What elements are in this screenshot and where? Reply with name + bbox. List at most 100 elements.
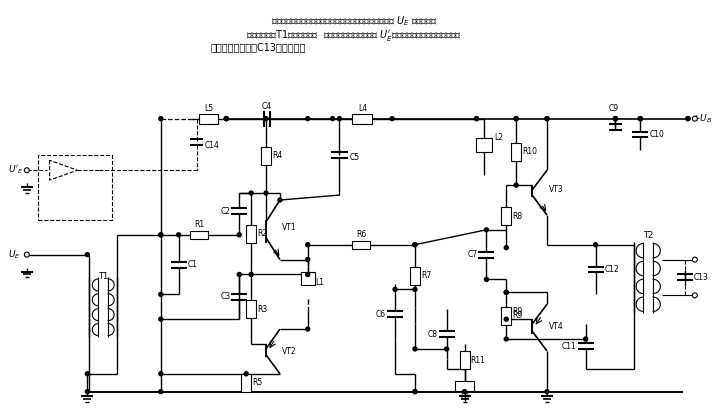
Circle shape bbox=[159, 317, 163, 321]
Text: R8: R8 bbox=[512, 212, 523, 221]
Circle shape bbox=[413, 390, 417, 394]
Circle shape bbox=[613, 117, 618, 121]
Bar bbox=[246, 225, 256, 243]
Circle shape bbox=[413, 243, 417, 247]
Circle shape bbox=[693, 293, 698, 298]
Circle shape bbox=[484, 277, 488, 282]
Text: C5: C5 bbox=[349, 153, 360, 162]
Circle shape bbox=[237, 233, 241, 237]
Circle shape bbox=[475, 117, 478, 121]
Text: C6: C6 bbox=[376, 310, 386, 319]
Text: R6: R6 bbox=[356, 230, 366, 239]
Text: R2: R2 bbox=[257, 229, 267, 238]
Text: $U'_E$: $U'_E$ bbox=[8, 164, 24, 177]
Circle shape bbox=[306, 273, 310, 277]
Circle shape bbox=[278, 198, 282, 202]
Text: L2: L2 bbox=[494, 133, 503, 142]
Text: L4: L4 bbox=[358, 104, 367, 113]
Text: R5: R5 bbox=[252, 378, 262, 387]
Circle shape bbox=[686, 117, 690, 121]
Bar bbox=[198, 114, 218, 124]
Circle shape bbox=[545, 117, 549, 121]
Text: VT2: VT2 bbox=[282, 347, 296, 356]
Circle shape bbox=[86, 372, 89, 376]
Text: L1: L1 bbox=[316, 278, 325, 287]
Circle shape bbox=[638, 117, 643, 121]
Text: C10: C10 bbox=[649, 130, 664, 139]
Text: $U_E$: $U_E$ bbox=[8, 248, 21, 261]
Text: C8: C8 bbox=[428, 330, 438, 339]
Circle shape bbox=[249, 191, 253, 195]
Circle shape bbox=[514, 183, 518, 187]
Circle shape bbox=[504, 290, 508, 294]
Text: 采用两对互补晶体管放大器构成的对称电路。其输入信号 $U_E$ 可以直接加: 采用两对互补晶体管放大器构成的对称电路。其输入信号 $U_E$ 可以直接加 bbox=[271, 14, 438, 28]
Circle shape bbox=[306, 117, 310, 121]
Text: R11: R11 bbox=[471, 356, 486, 365]
Text: VT3: VT3 bbox=[549, 185, 563, 194]
Circle shape bbox=[306, 327, 310, 331]
Circle shape bbox=[593, 243, 598, 247]
Text: R9: R9 bbox=[512, 311, 523, 320]
Circle shape bbox=[463, 390, 466, 394]
Circle shape bbox=[445, 347, 448, 351]
Circle shape bbox=[159, 293, 163, 296]
Text: C3: C3 bbox=[220, 292, 231, 302]
Text: VT1: VT1 bbox=[282, 223, 296, 232]
Circle shape bbox=[224, 117, 228, 121]
Circle shape bbox=[514, 117, 518, 121]
Bar bbox=[246, 300, 256, 318]
Circle shape bbox=[159, 372, 163, 376]
Circle shape bbox=[224, 117, 228, 121]
Text: 在输入变压器T1上，也可以经  运算放大器后接输入信号 $U_E'$（虚线）。输出变压器输出端也: 在输入变压器T1上，也可以经 运算放大器后接输入信号 $U_E'$（虚线）。输出… bbox=[246, 28, 463, 43]
Text: C11: C11 bbox=[562, 342, 577, 351]
Circle shape bbox=[306, 257, 310, 262]
Circle shape bbox=[86, 253, 89, 257]
Text: L3: L3 bbox=[460, 392, 469, 401]
Text: C7: C7 bbox=[468, 250, 478, 259]
Text: T1: T1 bbox=[98, 273, 109, 282]
Circle shape bbox=[693, 257, 698, 262]
Circle shape bbox=[686, 117, 690, 121]
Bar bbox=[410, 267, 420, 285]
Circle shape bbox=[249, 273, 253, 277]
Circle shape bbox=[638, 117, 643, 121]
Text: R7: R7 bbox=[421, 271, 431, 280]
Circle shape bbox=[264, 117, 268, 121]
Text: R9: R9 bbox=[512, 307, 523, 316]
Circle shape bbox=[176, 233, 181, 237]
Text: T2: T2 bbox=[643, 231, 653, 240]
Text: C9: C9 bbox=[608, 104, 618, 113]
Circle shape bbox=[545, 117, 549, 121]
Circle shape bbox=[86, 390, 89, 394]
Text: C2: C2 bbox=[221, 207, 231, 216]
Bar bbox=[501, 307, 511, 325]
Text: VT4: VT4 bbox=[549, 322, 563, 331]
Text: R1: R1 bbox=[194, 220, 204, 229]
Bar bbox=[476, 138, 493, 152]
Text: C12: C12 bbox=[605, 265, 619, 274]
Text: C13: C13 bbox=[694, 273, 709, 282]
Circle shape bbox=[413, 347, 417, 351]
Circle shape bbox=[413, 243, 417, 247]
Bar bbox=[511, 143, 521, 161]
Circle shape bbox=[484, 228, 488, 232]
Circle shape bbox=[545, 390, 549, 394]
Text: 可以并接一个电容C13（虚线）。: 可以并接一个电容C13（虚线）。 bbox=[211, 42, 306, 52]
Circle shape bbox=[159, 117, 163, 121]
Text: L5: L5 bbox=[204, 104, 213, 113]
Circle shape bbox=[159, 233, 163, 237]
Circle shape bbox=[413, 390, 417, 394]
Bar bbox=[241, 374, 251, 392]
Bar bbox=[301, 271, 315, 286]
Bar bbox=[190, 231, 208, 239]
Bar bbox=[501, 208, 511, 225]
Circle shape bbox=[224, 117, 228, 121]
Circle shape bbox=[613, 117, 618, 121]
Circle shape bbox=[504, 290, 508, 294]
Text: C1: C1 bbox=[188, 260, 198, 269]
Circle shape bbox=[613, 117, 618, 121]
Circle shape bbox=[475, 117, 478, 121]
Circle shape bbox=[504, 246, 508, 250]
Circle shape bbox=[159, 390, 163, 394]
Circle shape bbox=[504, 317, 508, 321]
